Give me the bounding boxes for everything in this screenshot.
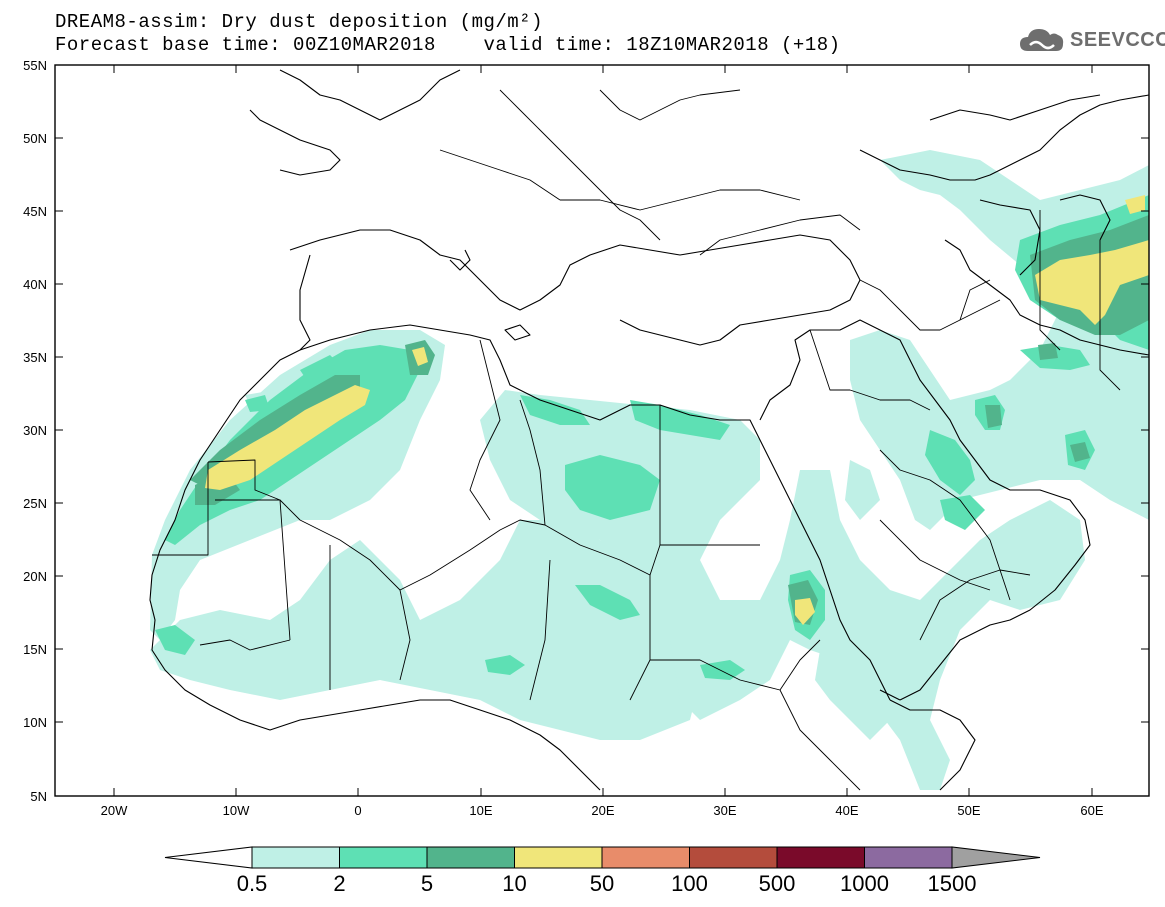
- colorbar-label: 5: [421, 871, 433, 896]
- lon-tick-label: 10W: [223, 803, 250, 818]
- lat-tick-label: 45N: [23, 204, 47, 219]
- colorbar-label: 0.5: [237, 871, 268, 896]
- colorbar-legend: 0.5 2 5 10 50 100 500 1000 1500: [164, 846, 1041, 896]
- colorbar-label: 100: [671, 871, 708, 896]
- lon-tick-label: 0: [354, 803, 361, 818]
- map-title: DREAM8-assim: Dry dust deposition (mg/m²…: [55, 11, 543, 33]
- dust-deposition-field: [150, 150, 1149, 790]
- lat-tick-label: 25N: [23, 496, 47, 511]
- colorbar-label: 50: [590, 871, 614, 896]
- lon-tick-label: 40E: [835, 803, 858, 818]
- lon-tick-label: 20E: [591, 803, 614, 818]
- country-borders: [152, 89, 1121, 791]
- lat-tick-label: 10N: [23, 715, 47, 730]
- lon-tick-label: 20W: [101, 803, 128, 818]
- lat-tick-label: 55N: [23, 58, 47, 73]
- colorbar-segment: [339, 846, 428, 869]
- colorbar-label: 1500: [928, 871, 977, 896]
- lat-tick-label: 5N: [30, 789, 47, 804]
- lon-tick-label: 30E: [713, 803, 736, 818]
- colorbar-over-triangle: [951, 846, 1041, 869]
- colorbar-segment: [689, 846, 778, 869]
- lat-tick-label: 20N: [23, 569, 47, 584]
- colorbar-segment: [514, 846, 603, 869]
- lon-tick-label: 50E: [957, 803, 980, 818]
- forecast-times: Forecast base time: 00Z10MAR2018 valid t…: [55, 34, 841, 56]
- lon-tick-label: 60E: [1080, 803, 1103, 818]
- colorbar-label: 500: [759, 871, 796, 896]
- colorbar-label: 10: [502, 871, 526, 896]
- longitude-axis: 20W 10W 0 10E 20E 30E 40E 50E 60E: [101, 65, 1104, 818]
- colorbar-label: 1000: [840, 871, 889, 896]
- colorbar-segment: [776, 846, 865, 869]
- map-area: [55, 65, 1149, 796]
- colorbar-segment: [601, 846, 690, 869]
- colorbar-segment: [251, 846, 340, 869]
- lat-tick-label: 35N: [23, 350, 47, 365]
- colorbar-under-triangle: [164, 846, 253, 869]
- colorbar-segment: [426, 846, 515, 869]
- lat-tick-label: 30N: [23, 423, 47, 438]
- logo-text: SEEVCCC: [1070, 28, 1165, 51]
- lat-tick-label: 40N: [23, 277, 47, 292]
- lon-tick-label: 10E: [469, 803, 492, 818]
- latitude-axis: 55N 50N 45N 40N 35N 30N 25N 20N 15N 10N 5N: [23, 58, 1149, 804]
- colorbar-segment: [864, 846, 953, 869]
- cloud-icon: [1020, 29, 1064, 51]
- lat-tick-label: 50N: [23, 131, 47, 146]
- colorbar-label: 2: [333, 871, 345, 896]
- seevccc-logo: SEEVCCC: [1018, 22, 1165, 58]
- lat-tick-label: 15N: [23, 642, 47, 657]
